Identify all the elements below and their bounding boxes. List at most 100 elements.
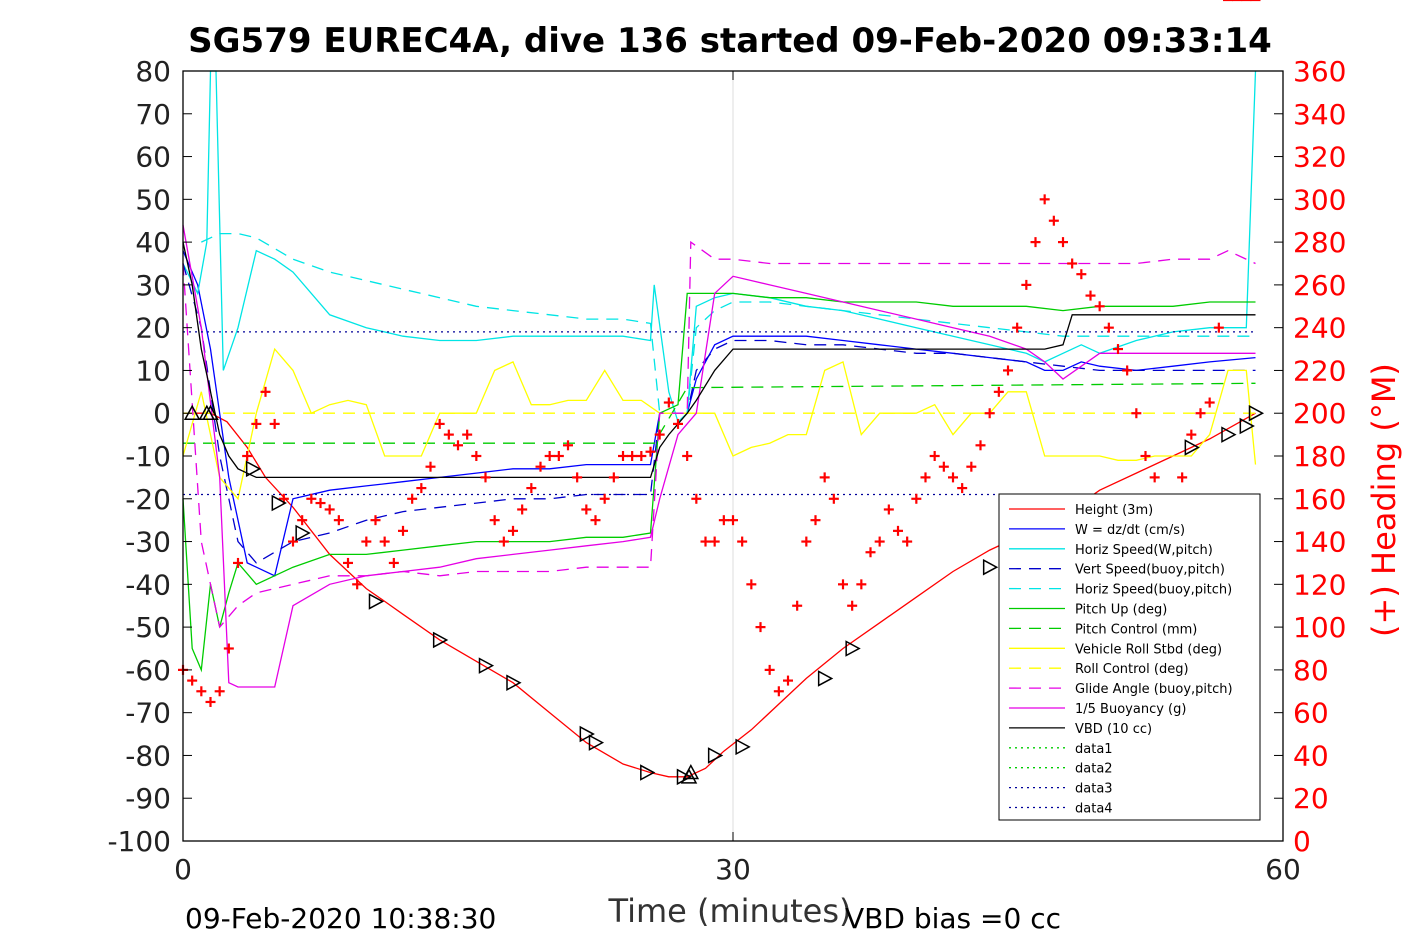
legend-entry: data4 xyxy=(1009,802,1113,817)
heading-point xyxy=(984,408,995,419)
legend-label: data2 xyxy=(1075,762,1113,777)
triangle-right-marker xyxy=(817,670,834,687)
right-tick-label: 160 xyxy=(1293,483,1346,516)
heading-point xyxy=(1039,194,1050,205)
left-tick-label: -90 xyxy=(125,782,171,815)
triangle-right-marker xyxy=(295,524,311,542)
heading-point xyxy=(361,536,372,547)
legend-label: Roll Control (deg) xyxy=(1075,662,1189,677)
triangle-right-marker xyxy=(368,593,385,610)
heading-point xyxy=(893,525,903,536)
triangle-up-marker xyxy=(682,763,700,780)
heading-point xyxy=(783,675,793,686)
heading-point xyxy=(819,472,830,483)
heading-point xyxy=(508,525,518,536)
heading-point xyxy=(471,451,482,461)
triangle-right-marker xyxy=(588,734,605,751)
right-tick-label: 140 xyxy=(1293,526,1346,559)
left-tick-label: -20 xyxy=(125,483,171,516)
legend-label: Vert Speed(buoy,pitch) xyxy=(1075,563,1225,578)
heading-point xyxy=(673,418,683,429)
right-tick-label: 20 xyxy=(1293,782,1329,815)
right-tick-label: 200 xyxy=(1293,397,1346,430)
heading-point xyxy=(443,429,454,440)
heading-point xyxy=(1140,451,1151,461)
left-tick-label: -30 xyxy=(125,526,171,559)
heading-point xyxy=(718,515,729,526)
heading-point xyxy=(388,557,399,568)
series-line-10 xyxy=(182,224,1256,688)
heading-point xyxy=(700,536,711,547)
heading-point xyxy=(590,515,601,526)
heading-point xyxy=(911,493,922,504)
heading-point xyxy=(645,446,656,457)
legend-label: Vehicle Roll Stbd (deg) xyxy=(1075,642,1222,657)
legend: Height (3m) W = dz/dt (cm/s) Horiz Speed(W… xyxy=(998,493,1261,821)
heading-point xyxy=(517,504,528,515)
triangle-right-marker xyxy=(640,764,656,781)
heading-point xyxy=(553,451,564,461)
heading-point xyxy=(773,686,784,697)
heading-point xyxy=(1067,258,1078,269)
heading-point xyxy=(563,440,573,451)
heading-point xyxy=(1122,365,1133,376)
heading-point xyxy=(480,472,491,483)
legend-label: VBD (10 cc) xyxy=(1075,722,1152,737)
triangle-right-marker xyxy=(579,725,595,743)
legend-label: data3 xyxy=(1075,782,1113,797)
left-tick-label: 50 xyxy=(135,183,171,216)
legend-entry: Vert Speed(buoy,pitch) xyxy=(1009,563,1225,578)
heading-point xyxy=(242,451,253,461)
left-tick-label: -10 xyxy=(125,440,171,473)
left-tick-label: -70 xyxy=(125,697,171,730)
left-tick-label: 10 xyxy=(135,354,171,387)
heading-point xyxy=(1076,269,1087,280)
left-tick-label: -60 xyxy=(125,654,171,687)
right-tick-label: 60 xyxy=(1293,697,1329,730)
heading-point xyxy=(654,429,665,440)
legend-label: Pitch Control (mm) xyxy=(1075,622,1197,637)
heading-point xyxy=(737,536,748,547)
heading-point xyxy=(581,504,592,515)
heading-point xyxy=(260,386,271,397)
triangle-right-marker xyxy=(1239,417,1255,435)
heading-point xyxy=(975,440,986,451)
heading-point xyxy=(847,600,858,611)
legend-entry: Pitch Control (mm) xyxy=(1009,622,1197,637)
heading-point xyxy=(1186,429,1197,440)
legend-entry: Height (3m) xyxy=(1009,503,1153,518)
legend-label: data4 xyxy=(1075,802,1113,817)
heading-point xyxy=(453,440,463,451)
heading-point xyxy=(214,686,225,697)
triangle-right-marker xyxy=(735,738,751,756)
legend-entry: data3 xyxy=(1009,782,1113,797)
heading-point xyxy=(425,461,436,472)
series-line-6 xyxy=(183,382,1256,444)
heading-point xyxy=(618,451,628,461)
heading-point xyxy=(223,643,234,654)
legend-entry: Horiz Speed(buoy,pitch) xyxy=(1009,583,1232,598)
legend-label: Pitch Up (deg) xyxy=(1075,603,1167,618)
heading-point xyxy=(608,472,619,483)
heading-point xyxy=(1103,322,1114,333)
left-tick-label: -80 xyxy=(125,739,171,772)
heading-point xyxy=(370,515,381,526)
heading-point xyxy=(498,536,509,547)
heading-point xyxy=(462,429,473,440)
heading-point xyxy=(1195,408,1206,419)
heading-point xyxy=(288,536,298,547)
heading-point xyxy=(398,525,408,536)
triangle-right-marker xyxy=(1221,426,1237,443)
legend-entry: Vehicle Roll Stbd (deg) xyxy=(1009,642,1222,657)
left-tick-label: -40 xyxy=(125,568,171,601)
left-tick-label: -50 xyxy=(125,611,171,644)
right-tick-label: 220 xyxy=(1293,354,1346,387)
heading-point xyxy=(1085,290,1096,301)
heading-point xyxy=(746,579,757,590)
left-tick-label: -100 xyxy=(107,825,171,858)
heading-point xyxy=(1094,301,1105,312)
legend-entry: data1 xyxy=(1009,742,1113,757)
heading-point xyxy=(627,451,638,461)
heading-point xyxy=(233,557,243,568)
